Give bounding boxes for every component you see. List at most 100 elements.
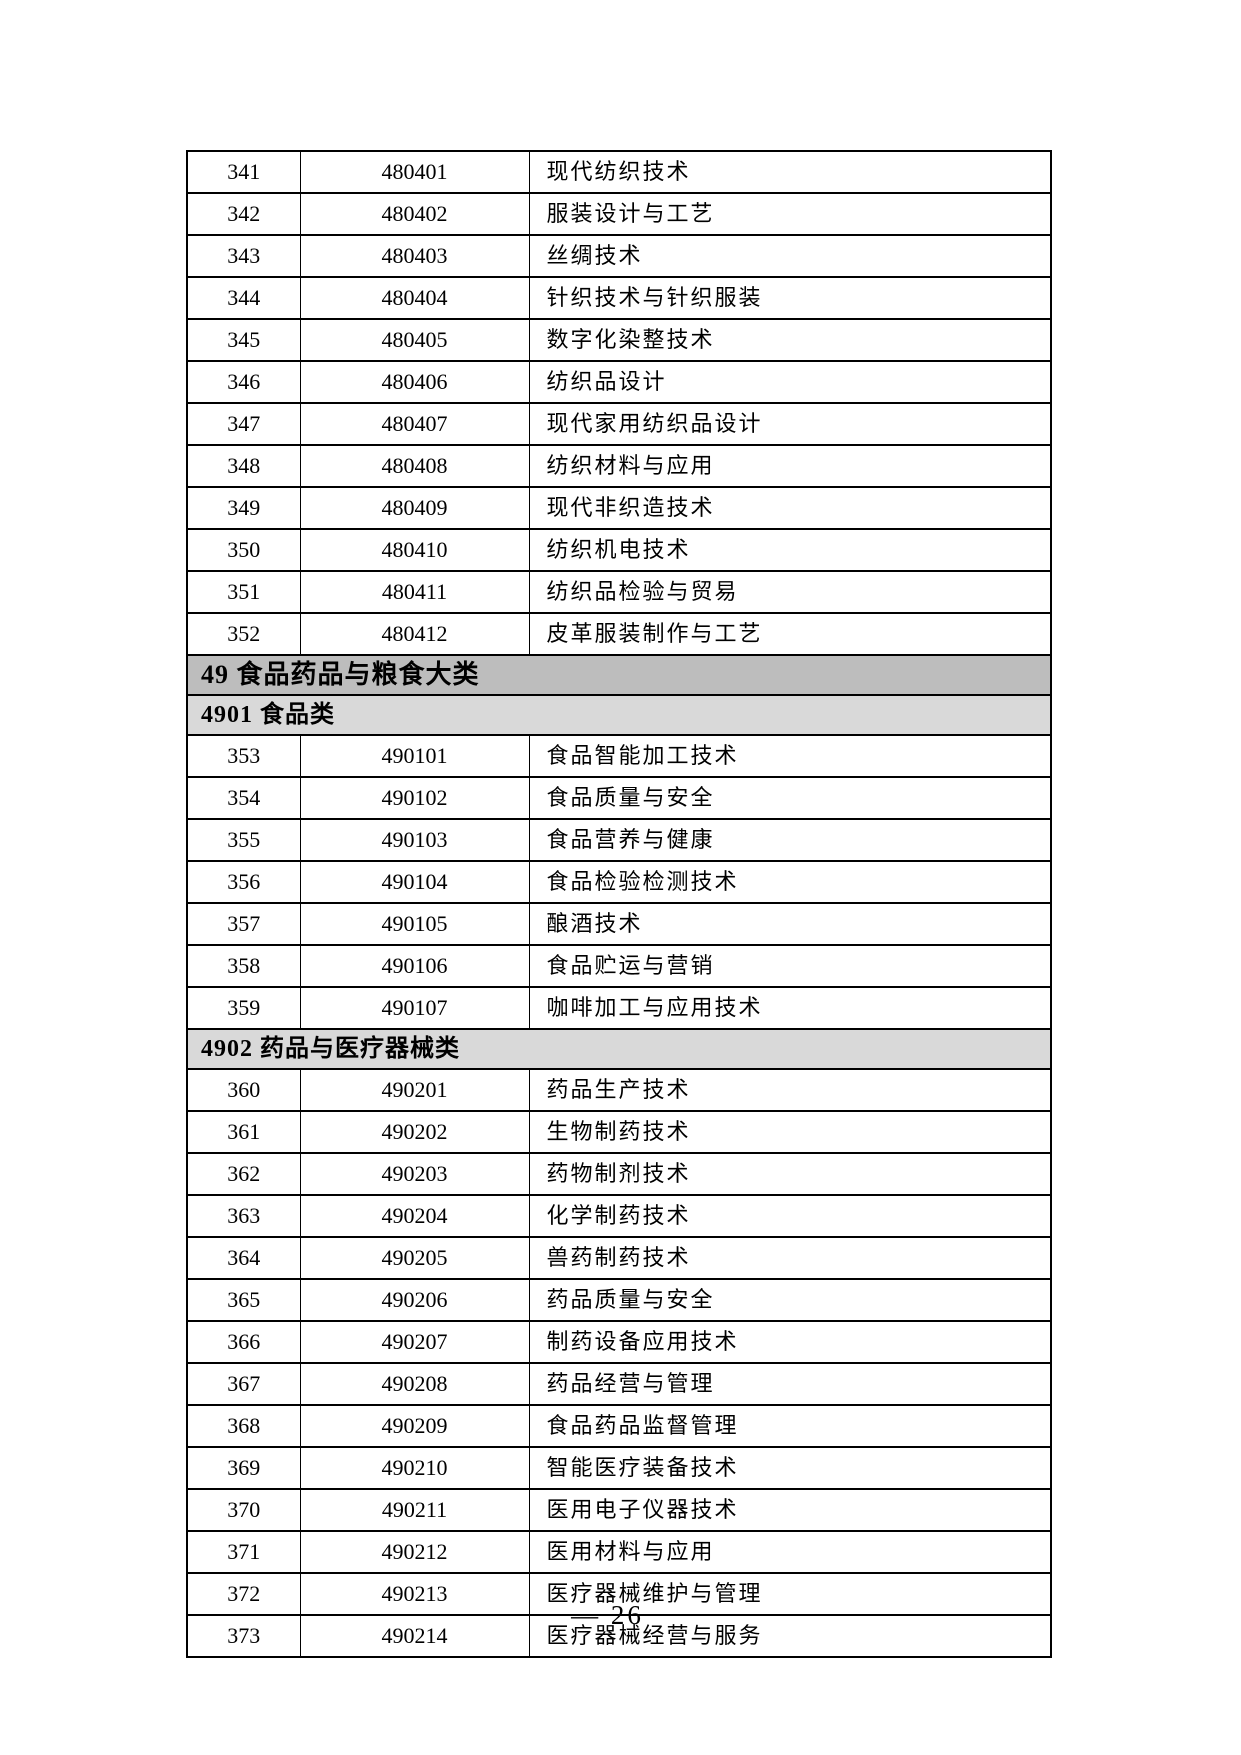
row-major-code: 490106	[299, 944, 530, 988]
row-major-code: 490203	[299, 1152, 530, 1196]
table-row: 359 490107 咖啡加工与应用技术	[186, 986, 1052, 1030]
row-major-name: 食品营养与健康	[528, 818, 1052, 862]
row-major-name: 服装设计与工艺	[528, 192, 1052, 236]
table-row: 371 490212 医用材料与应用	[186, 1530, 1052, 1574]
table-row: 345 480405 数字化染整技术	[186, 318, 1052, 362]
page-footer: — 26	[0, 1597, 1241, 1633]
row-major-code: 490107	[299, 986, 530, 1030]
row-seq-number: 365	[186, 1278, 301, 1322]
section-header-minor: 4902 药品与医疗器械类	[186, 1028, 1052, 1070]
table-row: 352 480412 皮革服装制作与工艺	[186, 612, 1052, 656]
table-row: 365 490206 药品质量与安全	[186, 1278, 1052, 1322]
row-seq-number: 354	[186, 776, 301, 820]
table-row: 342 480402 服装设计与工艺	[186, 192, 1052, 236]
row-seq-number: 342	[186, 192, 301, 236]
row-major-name: 纺织机电技术	[528, 528, 1052, 572]
row-major-code: 480402	[299, 192, 530, 236]
row-major-code: 490202	[299, 1110, 530, 1154]
program-table-body: 341 480401 现代纺织技术 342 480402 服装设计与工艺 343 480403…	[186, 150, 1052, 1658]
table-row: 370 490211 医用电子仪器技术	[186, 1488, 1052, 1532]
row-seq-number: 352	[186, 612, 301, 656]
row-major-name: 智能医疗装备技术	[528, 1446, 1052, 1490]
row-major-code: 480411	[299, 570, 530, 614]
row-major-name: 化学制药技术	[528, 1194, 1052, 1238]
table-row: 363 490204 化学制药技术	[186, 1194, 1052, 1238]
row-seq-number: 370	[186, 1488, 301, 1532]
row-seq-number: 366	[186, 1320, 301, 1364]
row-seq-number: 355	[186, 818, 301, 862]
table-row: 368 490209 食品药品监督管理	[186, 1404, 1052, 1448]
row-major-name: 现代非织造技术	[528, 486, 1052, 530]
table-row: 372 490213 医疗器械维护与管理	[186, 1572, 1052, 1616]
row-major-name: 制药设备应用技术	[528, 1320, 1052, 1364]
table-row: 366 490207 制药设备应用技术	[186, 1320, 1052, 1364]
row-major-name: 食品智能加工技术	[528, 734, 1052, 778]
row-seq-number: 344	[186, 276, 301, 320]
row-major-name: 药品经营与管理	[528, 1362, 1052, 1406]
row-major-name: 食品质量与安全	[528, 776, 1052, 820]
row-major-name: 数字化染整技术	[528, 318, 1052, 362]
row-seq-number: 360	[186, 1068, 301, 1112]
row-major-code: 490212	[299, 1530, 530, 1574]
row-major-code: 490209	[299, 1404, 530, 1448]
table-row: 356 490104 食品检验检测技术	[186, 860, 1052, 904]
table-row: 361 490202 生物制药技术	[186, 1110, 1052, 1154]
row-seq-number: 357	[186, 902, 301, 946]
row-seq-number: 367	[186, 1362, 301, 1406]
row-major-name: 现代纺织技术	[528, 150, 1052, 194]
table-row: 344 480404 针织技术与针织服装	[186, 276, 1052, 320]
row-major-code: 490210	[299, 1446, 530, 1490]
table-row: 373 490214 医疗器械经营与服务	[186, 1614, 1052, 1658]
row-seq-number: 359	[186, 986, 301, 1030]
row-major-code: 490208	[299, 1362, 530, 1406]
row-major-name: 生物制药技术	[528, 1110, 1052, 1154]
row-major-code: 490207	[299, 1320, 530, 1364]
row-seq-number: 373	[186, 1614, 301, 1658]
table-row: 360 490201 药品生产技术	[186, 1068, 1052, 1112]
row-major-name: 医疗器械维护与管理	[528, 1572, 1052, 1616]
row-major-name: 兽药制药技术	[528, 1236, 1052, 1280]
row-major-code: 490205	[299, 1236, 530, 1280]
row-major-name: 药品生产技术	[528, 1068, 1052, 1112]
table-row: 364 490205 兽药制药技术	[186, 1236, 1052, 1280]
row-major-code: 490104	[299, 860, 530, 904]
row-major-name: 食品贮运与营销	[528, 944, 1052, 988]
table-row: 350 480410 纺织机电技术	[186, 528, 1052, 572]
row-major-code: 480412	[299, 612, 530, 656]
row-seq-number: 363	[186, 1194, 301, 1238]
row-major-code: 490213	[299, 1572, 530, 1616]
table-row: 367 490208 药品经营与管理	[186, 1362, 1052, 1406]
table-row: 369 490210 智能医疗装备技术	[186, 1446, 1052, 1490]
row-major-code: 480407	[299, 402, 530, 446]
table-row: 341 480401 现代纺织技术	[186, 150, 1052, 194]
row-seq-number: 347	[186, 402, 301, 446]
row-seq-number: 341	[186, 150, 301, 194]
row-major-name: 皮革服装制作与工艺	[528, 612, 1052, 656]
row-seq-number: 369	[186, 1446, 301, 1490]
row-major-name: 食品检验检测技术	[528, 860, 1052, 904]
row-major-name: 医用电子仪器技术	[528, 1488, 1052, 1532]
row-seq-number: 368	[186, 1404, 301, 1448]
row-major-name: 食品药品监督管理	[528, 1404, 1052, 1448]
row-major-code: 490211	[299, 1488, 530, 1532]
row-seq-number: 353	[186, 734, 301, 778]
row-major-name: 纺织品设计	[528, 360, 1052, 404]
row-major-name: 酿酒技术	[528, 902, 1052, 946]
row-major-code: 480405	[299, 318, 530, 362]
row-seq-number: 371	[186, 1530, 301, 1574]
table-row: 355 490103 食品营养与健康	[186, 818, 1052, 862]
table-row: 362 490203 药物制剂技术	[186, 1152, 1052, 1196]
row-major-code: 490201	[299, 1068, 530, 1112]
row-seq-number: 345	[186, 318, 301, 362]
row-major-code: 490101	[299, 734, 530, 778]
row-major-code: 490103	[299, 818, 530, 862]
row-major-code: 480403	[299, 234, 530, 278]
program-code-table: 341 480401 现代纺织技术 342 480402 服装设计与工艺 343 480403…	[186, 150, 1052, 1658]
table-row: 357 490105 酿酒技术	[186, 902, 1052, 946]
row-major-code: 490102	[299, 776, 530, 820]
row-major-name: 医疗器械经营与服务	[528, 1614, 1052, 1658]
table-row: 353 490101 食品智能加工技术	[186, 734, 1052, 778]
row-major-code: 490206	[299, 1278, 530, 1322]
row-major-code: 480406	[299, 360, 530, 404]
row-major-code: 480408	[299, 444, 530, 488]
